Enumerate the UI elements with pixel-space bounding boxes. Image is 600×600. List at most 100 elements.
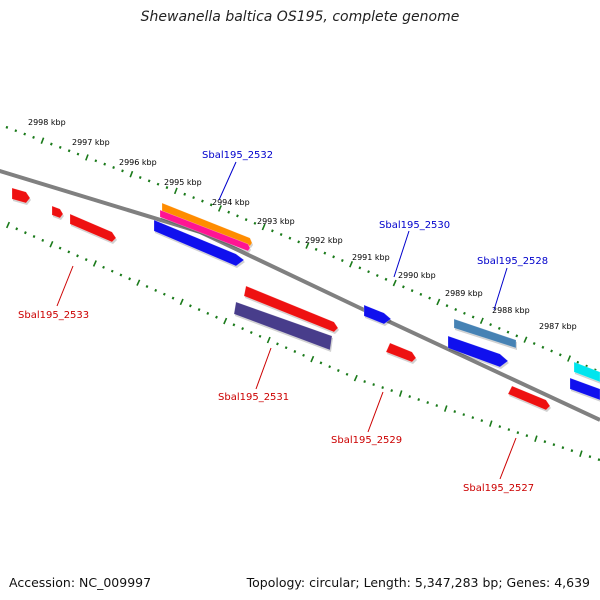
ruler-minor-tick: [49, 142, 53, 146]
ruler-label: 2988 kbp: [492, 306, 530, 315]
ruler-minor-tick: [15, 227, 19, 231]
ruler-major-tick: [92, 260, 97, 267]
ruler-minor-tick: [515, 334, 519, 338]
gene-arrow[interactable]: [385, 342, 417, 363]
ruler-minor-tick: [14, 129, 18, 133]
gene-arrow[interactable]: [153, 219, 245, 267]
ruler-minor-tick: [453, 410, 457, 413]
gene-arrow[interactable]: [447, 335, 509, 368]
genome-summary-text: Topology: circular; Length: 5,347,283 bp…: [246, 575, 590, 590]
ruler-minor-tick: [241, 327, 245, 331]
gene-arrow[interactable]: [243, 285, 339, 333]
ruler-major-tick: [523, 336, 528, 343]
ruler-minor-tick: [253, 221, 257, 225]
ruler-minor-tick: [67, 250, 71, 254]
ruler-labels: 2998 kbp 2997 kbp 2996 kbp 2995 kbp 2994…: [28, 118, 577, 331]
ruler-major-tick: [261, 223, 266, 231]
ruler-minor-tick: [154, 288, 158, 292]
ruler-minor-tick: [171, 296, 175, 300]
gene-label[interactable]: Sbal195_2531: [218, 392, 289, 403]
ruler-minor-tick: [183, 192, 187, 196]
ruler-minor-tick: [121, 169, 124, 173]
gene-arrow[interactable]: [573, 361, 600, 383]
ruler-minor-tick: [67, 149, 71, 153]
label-connector: [255, 347, 272, 390]
ruler-minor-tick: [462, 413, 466, 417]
ruler-major-tick: [479, 317, 484, 325]
ruler-minor-tick: [110, 269, 114, 273]
gene-label[interactable]: Sbal195_2533: [18, 310, 89, 321]
gene-arrow[interactable]: [507, 385, 551, 411]
ruler-minor-tick: [410, 289, 414, 293]
gene-label[interactable]: Sbal195_2529: [331, 435, 402, 446]
genome-backbone: [0, 168, 600, 422]
gene-arrow[interactable]: [569, 377, 600, 401]
ruler-minor-tick: [244, 218, 248, 222]
ruler-label: 2997 kbp: [72, 138, 110, 147]
label-connector: [218, 161, 237, 201]
ruler-minor-tick: [112, 166, 115, 169]
ruler-minor-tick: [32, 135, 35, 139]
gene-label[interactable]: Sbal195_2528: [477, 256, 548, 267]
gene-arrow[interactable]: [159, 209, 251, 252]
ruler-label: 2993 kbp: [257, 217, 295, 226]
ruler-top: [5, 125, 597, 372]
ruler-bottom: [5, 221, 600, 462]
ruler-label: 2994 kbp: [212, 198, 250, 207]
ruler-major-tick: [579, 450, 583, 457]
ruler-minor-tick: [445, 304, 449, 308]
ruler-minor-tick: [258, 334, 262, 338]
ruler-minor-tick: [471, 315, 475, 319]
ruler-minor-tick: [332, 255, 336, 259]
ruler-minor-tick: [381, 386, 384, 389]
gene-features: [11, 187, 600, 412]
ruler-minor-tick: [428, 296, 432, 300]
gene-arrow[interactable]: [69, 213, 117, 243]
accession-text: Accession: NC_009997: [9, 575, 152, 590]
ruler-minor-tick: [188, 304, 192, 308]
ruler-minor-tick: [197, 308, 201, 312]
ruler-label: 2989 kbp: [445, 289, 483, 298]
ruler-major-tick: [305, 242, 310, 249]
ruler-major-tick: [266, 336, 271, 344]
ruler-major-tick: [136, 279, 141, 286]
ruler-minor-tick: [506, 330, 510, 334]
ruler-major-tick: [179, 298, 184, 306]
ruler-minor-tick: [201, 199, 204, 203]
ruler-minor-tick: [576, 360, 580, 364]
ruler-minor-tick: [319, 361, 323, 365]
ruler-minor-tick: [165, 186, 169, 190]
ruler-minor-tick: [162, 292, 166, 296]
gene-label[interactable]: Sbal195_2527: [463, 483, 534, 494]
ruler-minor-tick: [419, 292, 423, 296]
ruler-minor-tick: [408, 395, 412, 399]
gene-arrow[interactable]: [51, 205, 64, 219]
ruler-minor-tick: [532, 341, 536, 346]
gene-label[interactable]: Sbal195_2532: [202, 150, 273, 161]
ruler-major-tick: [49, 240, 54, 248]
ruler-major-tick: [489, 420, 493, 427]
gene-arrow[interactable]: [233, 301, 333, 351]
label-connectors: [56, 161, 517, 480]
ruler-major-tick: [567, 355, 572, 362]
gene-arrow[interactable]: [161, 202, 253, 247]
gene-arrow[interactable]: [363, 304, 392, 325]
ruler-minor-tick: [138, 176, 142, 179]
ruler-minor-tick: [156, 182, 160, 186]
ruler-minor-tick: [497, 326, 501, 330]
gene-arrow[interactable]: [453, 318, 517, 349]
ruler-minor-tick: [276, 342, 279, 346]
gene-arrow[interactable]: [11, 187, 31, 204]
ruler-label: 2992 kbp: [305, 236, 343, 245]
ruler-major-tick: [40, 137, 45, 144]
ruler-minor-tick: [41, 238, 45, 242]
ruler-major-tick: [5, 221, 11, 229]
ruler-minor-tick: [372, 383, 375, 386]
gene-label[interactable]: Sbal195_2530: [379, 220, 450, 231]
ruler-minor-tick: [76, 254, 79, 258]
ruler-minor-tick: [363, 380, 366, 383]
ruler-label: 2990 kbp: [398, 271, 436, 280]
ruler-major-tick: [173, 187, 178, 195]
